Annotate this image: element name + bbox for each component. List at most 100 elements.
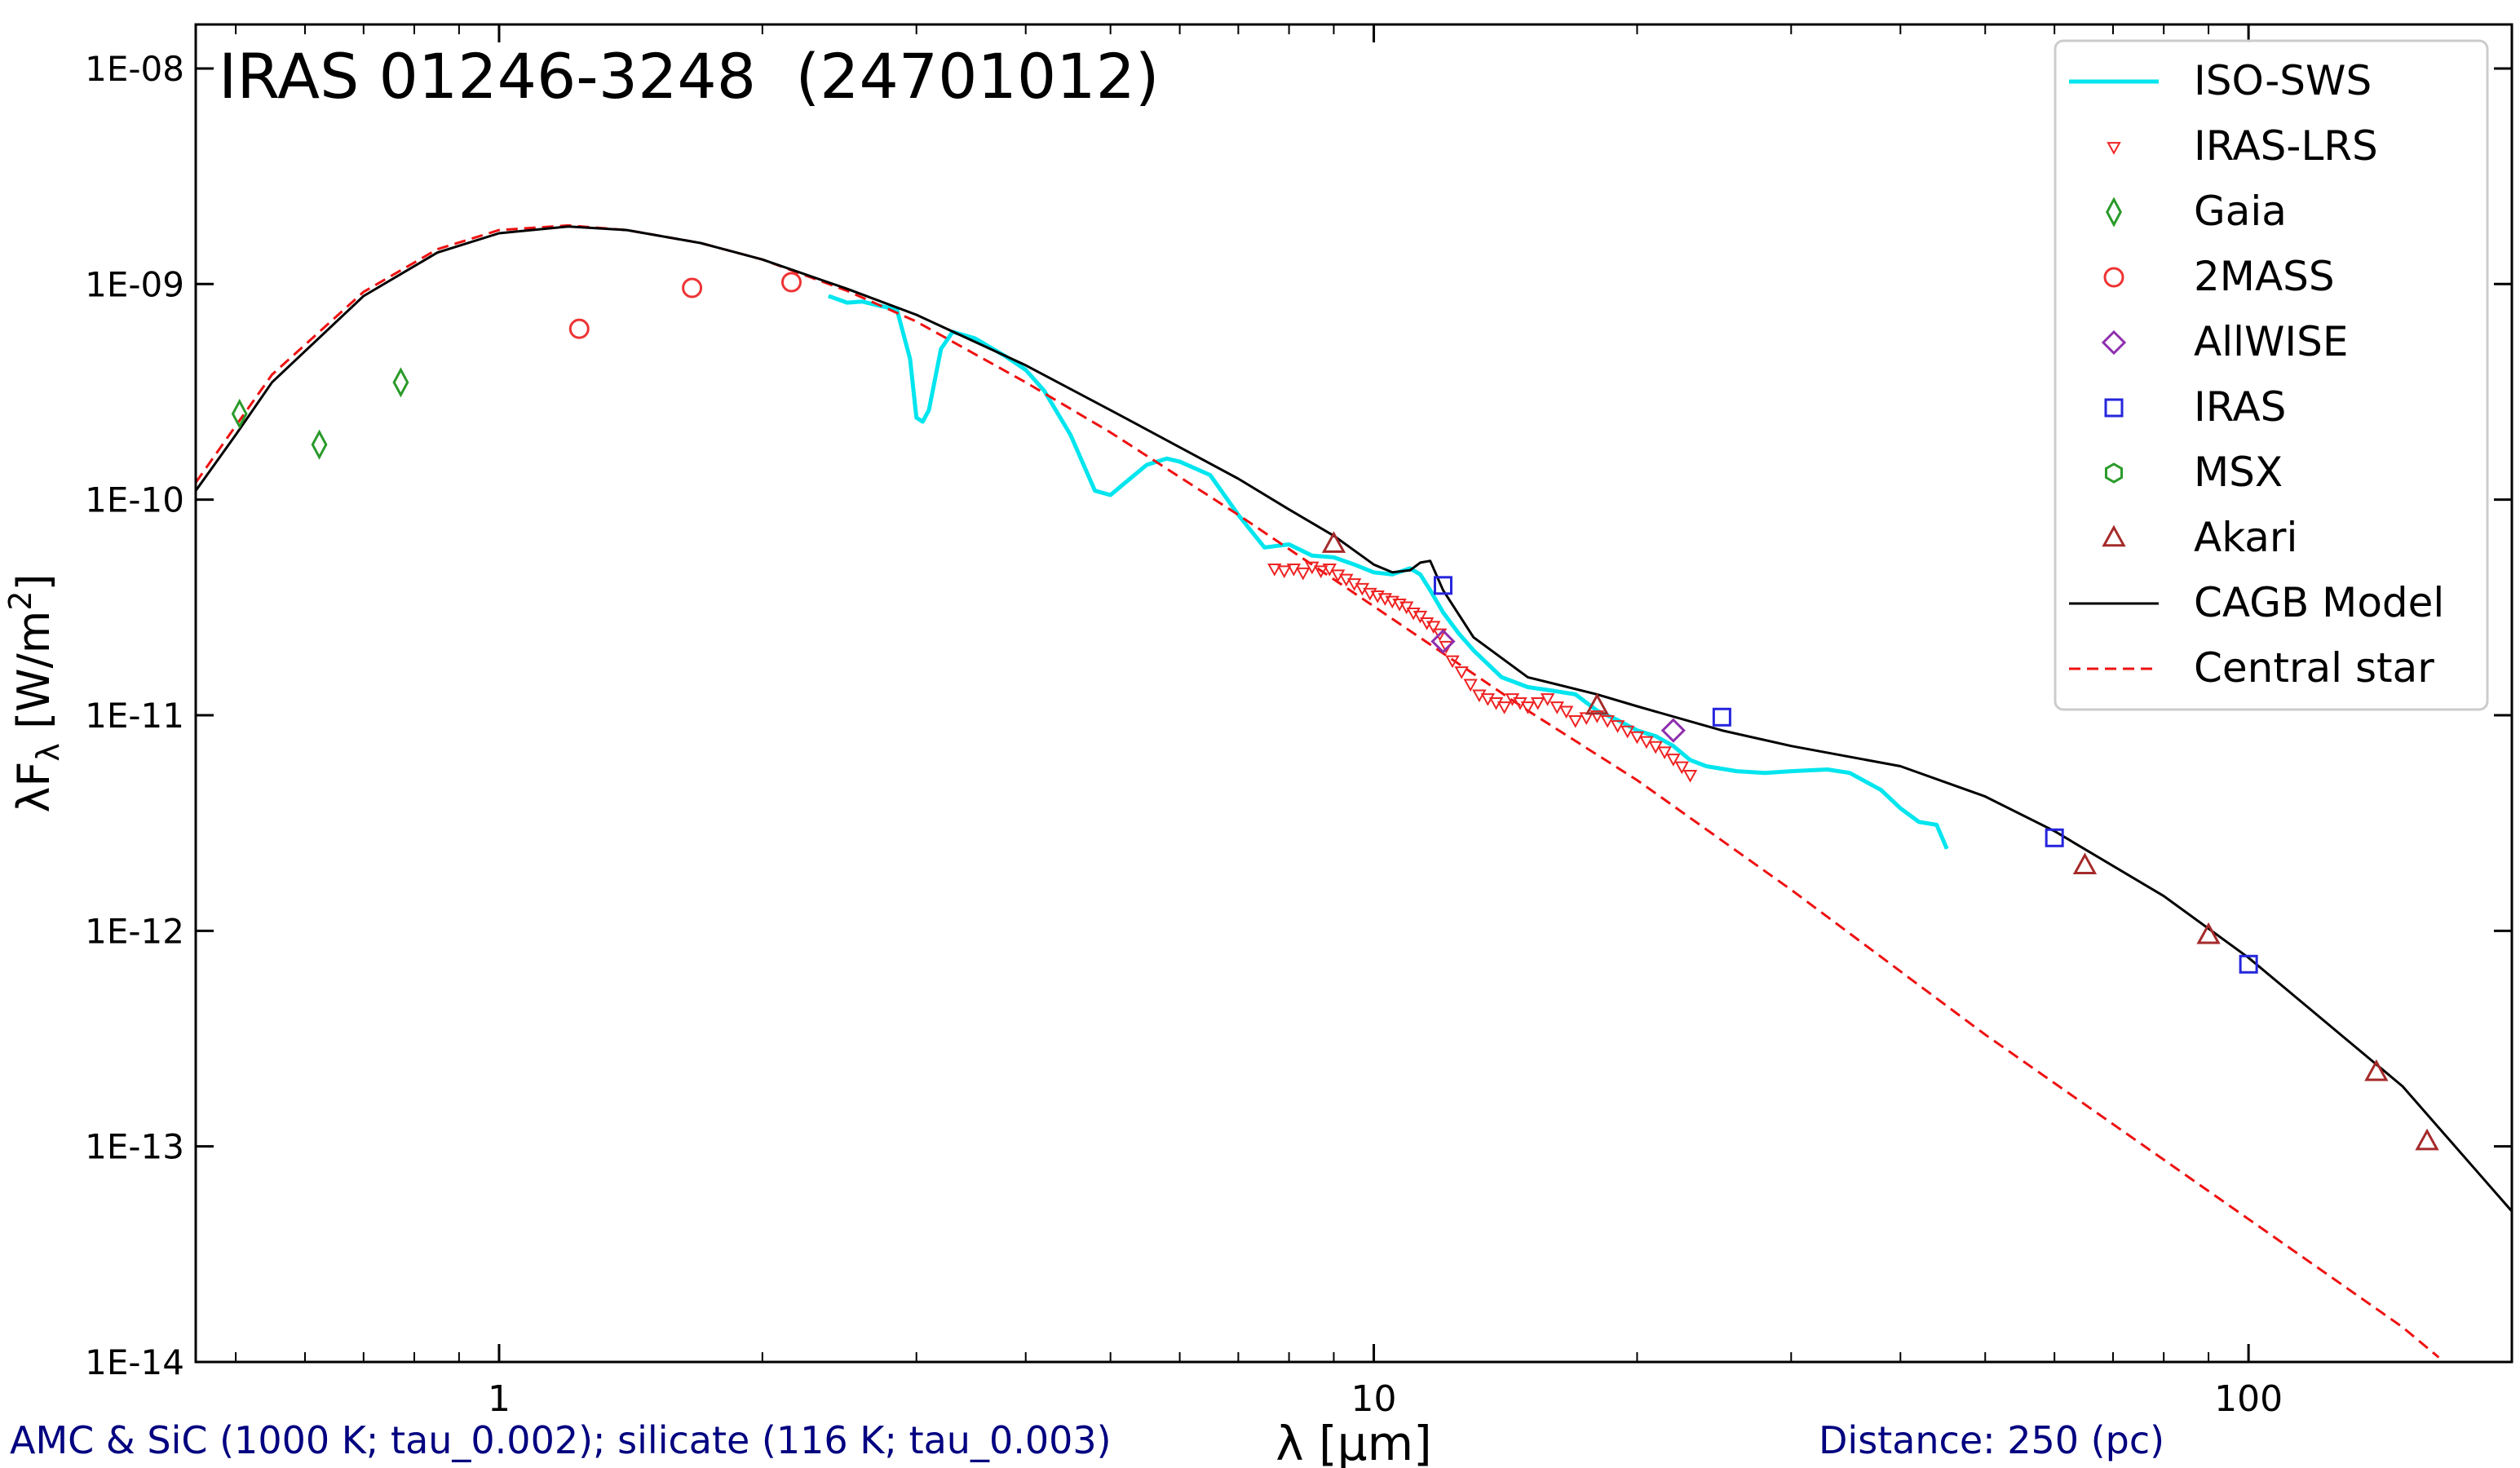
- iras-lrs-point: [1682, 769, 1698, 783]
- legend-marker-sample: [2106, 197, 2122, 228]
- iras-lrs-point: [1399, 601, 1414, 615]
- legend-entry-iras-lrs: IRAS-LRS: [2107, 122, 2378, 170]
- iras-lrs-point: [1432, 628, 1448, 642]
- legend-marker-sample: [2104, 398, 2124, 418]
- x-tick-label: 1: [488, 1378, 511, 1420]
- legend-entry-iras: IRAS: [2104, 383, 2286, 431]
- y-tick-label: 1E-10: [85, 480, 184, 520]
- legend-entry-allwise: AllWISE: [2101, 318, 2349, 365]
- iras-lrs-point: [1530, 697, 1545, 710]
- iras-lrs-point: [1419, 617, 1435, 630]
- series-iso-sws: [828, 294, 1949, 850]
- iras-lrs-point: [1413, 610, 1428, 624]
- akari-point: [2072, 852, 2098, 875]
- legend-label: MSX: [2194, 449, 2283, 496]
- iso-sws-line: [828, 294, 1949, 850]
- legend-label: IRAS: [2194, 383, 2286, 431]
- iras-lrs-point: [1666, 754, 1681, 767]
- x-axis-label: λ [μm]: [1275, 1416, 1431, 1468]
- y-tick-label: 1E-14: [85, 1342, 184, 1382]
- legend-marker-sample: [2102, 524, 2126, 547]
- series-iras: [1433, 576, 2258, 974]
- legend-marker-sample: [2103, 267, 2124, 288]
- iras-lrs-point: [1277, 565, 1292, 579]
- legend-marker-sample: [2107, 142, 2121, 155]
- akari-point: [2196, 922, 2221, 944]
- chart-title: IRAS 01246-3248 (24701012): [219, 40, 1160, 113]
- iras-lrs-point: [1305, 561, 1320, 575]
- series-central-star: [196, 223, 2440, 1359]
- iras-lrs-point: [1610, 720, 1625, 733]
- legend-label: AllWISE: [2194, 318, 2349, 365]
- series-2mass: [568, 272, 802, 339]
- y-tick-label: 1E-11: [85, 696, 184, 736]
- x-axis-ticks: 1 10 100: [235, 24, 2513, 1420]
- series-iras-lrs: [1267, 561, 1698, 783]
- legend: ISO-SWS IRAS-LRS Gaia 2MASS AllWISE IRAS MSX Ak…: [2054, 39, 2489, 711]
- x-tick-label: 10: [1351, 1378, 1397, 1420]
- legend-label: Central star: [2194, 644, 2434, 692]
- iras-lrs-point: [1267, 563, 1282, 577]
- 2mass-point: [568, 318, 590, 339]
- legend-label: ISO-SWS: [2194, 57, 2372, 104]
- legend-label: IRAS-LRS: [2194, 122, 2378, 170]
- series-gaia: [231, 367, 409, 460]
- iras-lrs-point: [1568, 714, 1583, 728]
- y-tick-label: 1E-09: [85, 264, 184, 304]
- iras-lrs-point: [1550, 701, 1564, 714]
- iras-point: [2045, 828, 2064, 847]
- iras-lrs-point: [1520, 701, 1536, 714]
- y-tick-label: 1E-12: [85, 911, 184, 951]
- legend-entry-central-star: Central star: [2069, 644, 2434, 692]
- legend-marker-sample: [2101, 329, 2127, 356]
- gaia-point: [392, 367, 409, 398]
- iras-lrs-point: [1540, 693, 1555, 706]
- iras-lrs-point: [1313, 565, 1329, 579]
- series-allwise: [1430, 629, 1686, 743]
- y-tick-label: 1E-08: [85, 49, 184, 89]
- legend-entry-cagb-model: CAGB Model: [2069, 579, 2444, 626]
- legend-label: Gaia: [2194, 188, 2287, 235]
- 2mass-point: [682, 277, 703, 298]
- iras-lrs-point: [1463, 679, 1478, 692]
- y-axis-ticks: 1E-14 1E-13 1E-12 1E-11 1E-10 1E-09 1E-08: [85, 49, 2512, 1382]
- legend-entry-2mass: 2MASS: [2103, 253, 2335, 300]
- legend-marker-sample: [2104, 462, 2124, 484]
- footnote-dust-composition: AMC & SiC (1000 K; tau_0.002); silicate …: [10, 1418, 1112, 1462]
- allwise-point: [1660, 718, 1686, 743]
- legend-entry-akari: Akari: [2102, 514, 2297, 561]
- akari-point: [2415, 1128, 2439, 1151]
- iras-point: [1712, 707, 1731, 727]
- legend-entry-msx: MSX: [2104, 449, 2283, 496]
- legend-entry-gaia: Gaia: [2106, 188, 2287, 235]
- x-tick-label: 100: [2214, 1378, 2283, 1420]
- legend-label: Akari: [2194, 514, 2297, 561]
- gaia-point: [231, 398, 248, 430]
- iras-lrs-point: [1589, 710, 1605, 723]
- akari-point: [1321, 531, 1346, 553]
- iras-lrs-point: [1629, 731, 1645, 745]
- footnote-distance: Distance: 250 (pc): [1819, 1418, 2164, 1462]
- iras-lrs-point: [1322, 563, 1337, 577]
- iras-lrs-point: [1600, 714, 1615, 728]
- iras-lrs-point: [1674, 761, 1689, 775]
- iras-lrs-point: [1497, 701, 1512, 714]
- iras-point: [2239, 954, 2258, 974]
- iras-lrs-point: [1296, 567, 1311, 581]
- akari-point: [1585, 692, 1609, 715]
- iras-lrs-point: [1454, 666, 1469, 679]
- plot-frame: [194, 23, 2513, 1364]
- legend-entry-iso-sws: ISO-SWS: [2069, 57, 2372, 104]
- legend-frame: [2054, 39, 2489, 711]
- gaia-point: [311, 429, 328, 460]
- central-star-line: [196, 223, 2440, 1359]
- iras-point: [1433, 576, 1452, 595]
- iras-lrs-point: [1426, 621, 1441, 635]
- series-layer: [196, 223, 2512, 1359]
- legend-label: CAGB Model: [2194, 579, 2444, 626]
- y-tick-label: 1E-13: [85, 1127, 184, 1167]
- iras-lrs-point: [1558, 705, 1574, 719]
- cagb-model-line: [196, 225, 2512, 1213]
- akari-point: [2364, 1059, 2389, 1081]
